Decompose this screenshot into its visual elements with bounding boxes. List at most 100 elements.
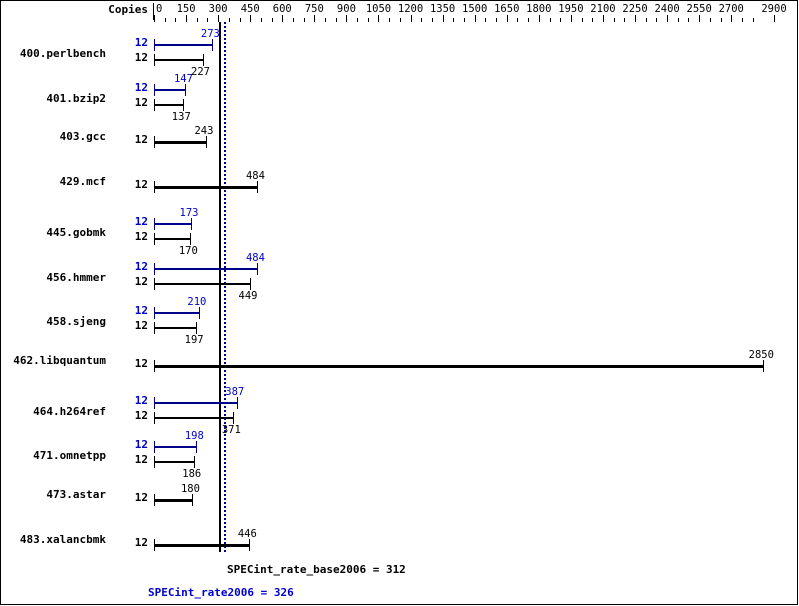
base-bar-end-cap [233, 411, 235, 424]
base-bar-value: 137 [171, 110, 191, 123]
peak-bar-start-cap [154, 217, 155, 230]
x-tick-minor [624, 18, 626, 22]
x-tick-label: 2700 [718, 3, 744, 15]
base-bar-start-cap [154, 322, 155, 335]
x-tick-minor [560, 18, 562, 22]
peak-bar [154, 222, 191, 225]
benchmark-label: 403.gcc [59, 130, 106, 144]
base-bar-start-cap [154, 98, 155, 111]
x-tick-minor [453, 18, 455, 22]
x-tick-major [442, 15, 444, 22]
peak-bar-end-cap [198, 307, 200, 320]
benchmark-label: 445.gobmk [46, 225, 106, 239]
base-bar [154, 543, 250, 547]
x-tick-minor [517, 18, 519, 22]
copies-value-peak: 12 [134, 438, 148, 452]
x-tick-minor [239, 18, 241, 22]
base-bar [154, 59, 203, 61]
peak-bar-value: 273 [200, 28, 220, 40]
x-tick-label: 1500 [462, 3, 488, 15]
base-bar-start-cap [154, 359, 155, 372]
peak-bar-start-cap [154, 83, 155, 96]
peak-bar [154, 312, 199, 315]
copies-value-base: 12 [134, 408, 148, 422]
x-tick-major [602, 15, 604, 22]
base-bar-end-cap [183, 98, 185, 111]
x-tick-label: 1050 [365, 3, 392, 15]
base-bar-end-cap [202, 54, 204, 66]
peak-bar-value: 198 [184, 430, 204, 443]
x-tick-label: 2100 [590, 3, 616, 15]
x-tick-major [474, 15, 476, 22]
copies-value-base: 12 [134, 491, 148, 504]
copies-value-base: 12 [134, 51, 148, 64]
base-bar [154, 364, 764, 368]
x-tick-major [250, 15, 252, 22]
x-tick-minor [357, 18, 359, 22]
x-tick-label: 1650 [494, 3, 520, 15]
copies-value-base: 12 [134, 133, 148, 147]
x-tick-minor [677, 18, 679, 22]
x-tick-minor [645, 18, 647, 22]
copies-column-header: Copies [108, 3, 148, 16]
x-tick-major [218, 15, 220, 22]
copies-value-peak: 12 [134, 304, 148, 318]
base-bar [154, 416, 234, 419]
base-bar [154, 461, 194, 464]
base-bar-value: 446 [237, 527, 257, 540]
copies-value-peak: 12 [134, 80, 148, 94]
base-bar-value: 180 [180, 483, 200, 495]
x-tick-major [346, 15, 348, 22]
base-bar [154, 282, 250, 285]
x-tick-minor [613, 18, 615, 22]
x-tick-minor [292, 18, 294, 22]
benchmark-label: 464.h264ref [33, 404, 106, 418]
x-tick-minor [464, 18, 465, 22]
x-tick-label: 2250 [622, 3, 648, 15]
peak-bar-end-cap [185, 83, 187, 96]
peak-summary-label: SPECint_rate2006 = 326 [148, 586, 294, 599]
x-tick-label: 2550 [686, 3, 712, 15]
x-tick-major [378, 15, 380, 22]
benchmark-label: 401.bzip2 [46, 91, 106, 105]
copies-value-base: 12 [134, 178, 148, 192]
x-tick-major [154, 15, 155, 22]
base-bar-end-cap [249, 538, 251, 551]
x-tick-minor [399, 18, 401, 22]
x-tick-major [314, 15, 316, 22]
x-tick-minor [421, 18, 423, 22]
x-tick-major [506, 15, 508, 22]
peak-bar-value: 210 [187, 296, 207, 309]
peak-bar-value: 484 [245, 251, 265, 264]
x-tick-label: 2900 [761, 3, 787, 15]
x-tick-major [774, 15, 775, 22]
base-bar-value: 170 [178, 244, 198, 257]
benchmark-label: 456.hmmer [46, 270, 106, 284]
base-bar-start-cap [154, 232, 155, 245]
x-tick-minor [741, 18, 743, 22]
x-tick-minor [175, 18, 177, 22]
base-bar-start-cap [154, 411, 155, 424]
copies-value-base: 12 [134, 95, 148, 109]
peak-bar-end-cap [257, 262, 259, 275]
base-bar-value: 371 [221, 423, 241, 436]
peak-bar-value: 147 [173, 72, 193, 85]
base-bar-start-cap [154, 136, 155, 149]
x-tick-label: 750 [304, 3, 324, 15]
base-bar [154, 499, 193, 502]
benchmark-label: 473.astar [46, 488, 106, 501]
copies-value-base: 12 [134, 453, 148, 467]
benchmark-label: 462.libquantum [13, 353, 106, 367]
x-tick-label: 2400 [654, 3, 680, 15]
peak-bar-start-cap [154, 441, 155, 454]
x-tick-minor [688, 18, 690, 22]
peak-bar-start-cap [154, 307, 155, 320]
base-bar-end-cap [190, 232, 192, 245]
x-tick-minor [196, 18, 198, 22]
x-tick-minor [389, 18, 391, 22]
base-bar-end-cap [257, 181, 259, 194]
peak-bar-start-cap [154, 39, 155, 51]
base-bar-value: 186 [182, 468, 202, 481]
x-tick-label: 450 [240, 3, 260, 15]
base-reference-line [218, 22, 221, 552]
